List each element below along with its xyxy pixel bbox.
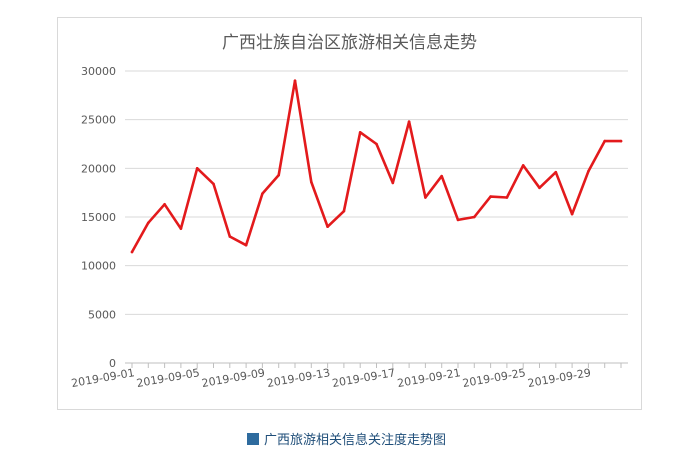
data-point	[538, 186, 541, 190]
data-point	[587, 169, 590, 173]
data-point	[179, 227, 183, 230]
data-point	[228, 235, 232, 238]
data-point	[293, 79, 297, 83]
data-point	[424, 196, 427, 199]
data-point	[473, 215, 476, 219]
y-tick-label: 0	[109, 357, 116, 370]
data-point	[358, 131, 362, 134]
x-tick-label: 2019-09-05	[135, 366, 200, 390]
y-tick-label: 10000	[81, 260, 116, 273]
data-point	[130, 250, 134, 254]
caption-marker	[246, 433, 259, 445]
x-tick-label: 2019-09-01	[70, 366, 135, 390]
data-point	[603, 139, 606, 143]
x-tick-label: 2019-09-29	[527, 366, 592, 390]
data-point	[619, 139, 623, 143]
data-point	[407, 120, 411, 123]
data-point	[505, 196, 509, 199]
data-point	[212, 182, 215, 186]
y-tick-label: 20000	[81, 162, 116, 175]
x-tick-label: 2019-09-21	[396, 366, 461, 390]
data-point	[570, 212, 574, 216]
data-point	[554, 170, 558, 174]
y-tick-label: 5000	[88, 308, 116, 321]
data-point	[147, 221, 150, 225]
data-point	[163, 203, 166, 206]
chart-title: 广西壮族自治区旅游相关信息走势	[222, 33, 477, 53]
data-point	[195, 167, 199, 170]
y-tick-label: 25000	[81, 114, 116, 127]
data-point	[342, 209, 346, 213]
data-point	[277, 173, 281, 177]
data-point	[261, 192, 264, 195]
x-tick-label: 2019-09-17	[331, 366, 396, 390]
x-tick-label: 2019-09-09	[201, 366, 266, 390]
data-point	[456, 218, 460, 222]
data-point	[391, 181, 395, 185]
chart-frame	[57, 17, 642, 410]
data-point	[521, 164, 525, 167]
series-line	[130, 79, 623, 254]
data-point	[244, 243, 248, 247]
caption-text: 广西旅游相关信息关注度走势图	[263, 433, 446, 448]
x-tick-label: 2019-09-25	[461, 366, 526, 390]
x-tick-label: 2019-09-13	[266, 366, 331, 390]
data-point	[375, 142, 378, 146]
figure-caption: 广西旅游相关信息关注度走势图	[0, 429, 693, 448]
data-point	[310, 180, 313, 184]
data-point	[326, 225, 329, 229]
data-point	[489, 195, 492, 198]
y-tick-label: 30000	[81, 65, 116, 78]
y-tick-label: 15000	[81, 211, 116, 224]
data-point	[440, 174, 444, 178]
